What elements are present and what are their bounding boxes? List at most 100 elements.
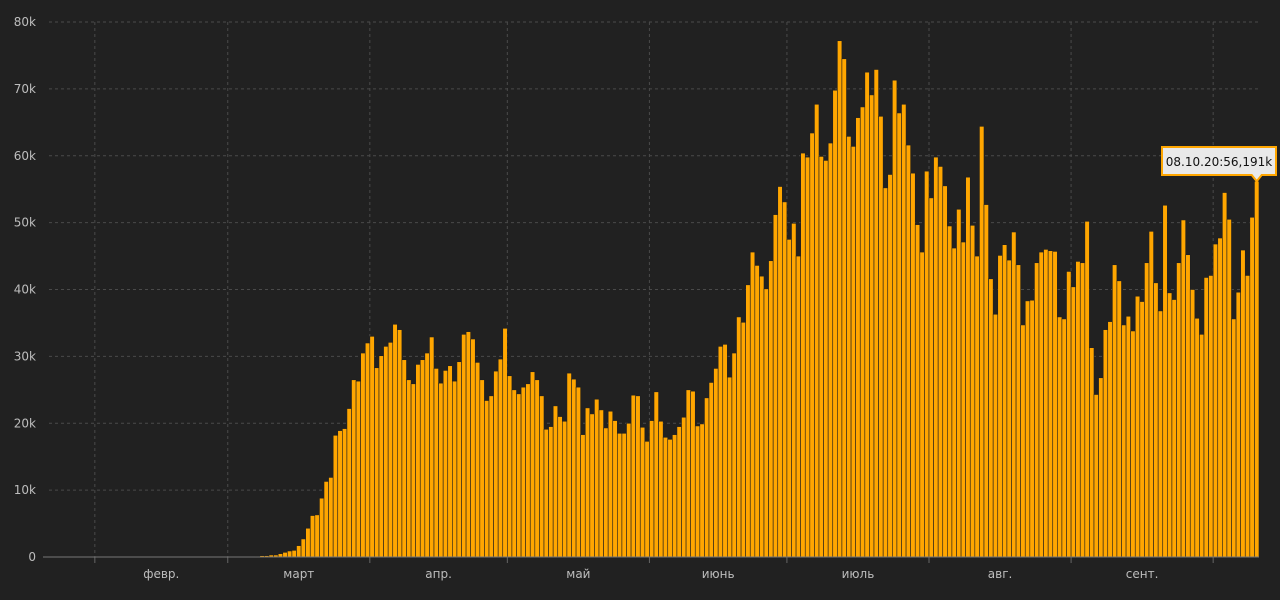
- bar[interactable]: [841, 58, 847, 558]
- bar[interactable]: [1235, 291, 1241, 558]
- bar[interactable]: [727, 376, 733, 558]
- bar[interactable]: [1244, 275, 1251, 558]
- bar[interactable]: [814, 103, 820, 558]
- bar[interactable]: [878, 115, 884, 558]
- bar[interactable]: [676, 426, 682, 558]
- bar[interactable]: [846, 136, 852, 558]
- bar[interactable]: [864, 71, 870, 558]
- bar[interactable]: [415, 364, 421, 558]
- bar[interactable]: [763, 288, 769, 558]
- bar[interactable]: [1116, 280, 1122, 558]
- bar[interactable]: [452, 380, 458, 558]
- bar[interactable]: [447, 365, 453, 558]
- bar[interactable]: [786, 239, 792, 558]
- bar[interactable]: [887, 174, 893, 558]
- bar[interactable]: [1024, 300, 1031, 558]
- bar[interactable]: [662, 436, 669, 558]
- bar[interactable]: [704, 397, 710, 558]
- bar[interactable]: [768, 260, 774, 558]
- bar[interactable]: [433, 368, 439, 558]
- bar[interactable]: [910, 172, 916, 558]
- bar[interactable]: [800, 152, 806, 558]
- bar[interactable]: [1052, 251, 1058, 558]
- bar[interactable]: [823, 160, 829, 558]
- bar[interactable]: [639, 426, 646, 558]
- bar[interactable]: [291, 550, 297, 558]
- bar[interactable]: [1089, 347, 1095, 558]
- bar[interactable]: [552, 405, 559, 558]
- bar[interactable]: [1093, 394, 1099, 558]
- bar[interactable]: [529, 371, 536, 558]
- bar[interactable]: [429, 336, 435, 558]
- bar[interactable]: [346, 408, 352, 558]
- bar[interactable]: [511, 389, 517, 558]
- bar[interactable]: [424, 352, 430, 558]
- bar[interactable]: [804, 156, 811, 558]
- bar[interactable]: [497, 358, 504, 558]
- bar[interactable]: [1061, 318, 1067, 558]
- bar[interactable]: [1148, 231, 1154, 558]
- bar[interactable]: [621, 432, 627, 558]
- bar[interactable]: [364, 342, 371, 558]
- bar[interactable]: [896, 112, 902, 558]
- bar[interactable]: [979, 126, 985, 558]
- bar[interactable]: [956, 208, 962, 558]
- bar[interactable]: [832, 89, 838, 558]
- bar[interactable]: [960, 241, 966, 558]
- bar[interactable]: [649, 420, 655, 558]
- bar[interactable]: [667, 438, 673, 558]
- bar[interactable]: [919, 251, 925, 558]
- bar[interactable]: [965, 176, 971, 558]
- bar[interactable]: [328, 477, 334, 558]
- bar[interactable]: [1070, 286, 1076, 558]
- bar[interactable]: [1222, 192, 1228, 558]
- bar[interactable]: [905, 144, 911, 558]
- bar[interactable]: [713, 368, 719, 558]
- bar[interactable]: [1217, 237, 1223, 558]
- bar[interactable]: [1015, 264, 1021, 558]
- bar[interactable]: [658, 420, 664, 558]
- bar[interactable]: [484, 400, 490, 558]
- bar[interactable]: [942, 185, 948, 558]
- bar[interactable]: [617, 432, 623, 558]
- bar[interactable]: [337, 430, 343, 558]
- bar[interactable]: [507, 375, 513, 558]
- bar[interactable]: [850, 146, 856, 558]
- bar[interactable]: [873, 69, 879, 558]
- bar[interactable]: [305, 527, 311, 558]
- bar[interactable]: [351, 379, 357, 558]
- bar[interactable]: [827, 142, 834, 558]
- bar[interactable]: [539, 395, 545, 558]
- bar[interactable]: [562, 420, 568, 558]
- bar[interactable]: [1153, 282, 1159, 558]
- bar[interactable]: [1254, 180, 1260, 558]
- bar[interactable]: [1157, 310, 1164, 558]
- bar[interactable]: [782, 201, 788, 558]
- bar[interactable]: [1047, 250, 1054, 558]
- bar[interactable]: [818, 156, 824, 558]
- bar[interactable]: [296, 545, 302, 558]
- bar[interactable]: [456, 361, 462, 558]
- bar[interactable]: [988, 278, 994, 558]
- bar[interactable]: [717, 346, 724, 558]
- bar[interactable]: [580, 434, 586, 558]
- bar[interactable]: [406, 379, 412, 558]
- bar[interactable]: [681, 416, 687, 558]
- bar[interactable]: [374, 367, 380, 558]
- bar[interactable]: [1167, 292, 1173, 558]
- bar[interactable]: [653, 391, 659, 558]
- bar[interactable]: [1006, 259, 1012, 558]
- bar[interactable]: [1212, 243, 1219, 558]
- bar[interactable]: [1107, 321, 1113, 558]
- bar[interactable]: [566, 372, 572, 558]
- bar[interactable]: [901, 103, 907, 558]
- bar[interactable]: [1249, 216, 1255, 558]
- bar[interactable]: [410, 383, 416, 558]
- bar[interactable]: [933, 156, 939, 558]
- bar[interactable]: [1189, 289, 1196, 558]
- bar[interactable]: [1112, 264, 1118, 558]
- bar[interactable]: [516, 393, 522, 558]
- bar[interactable]: [319, 497, 325, 558]
- bar[interactable]: [401, 359, 407, 558]
- bar[interactable]: [342, 428, 348, 558]
